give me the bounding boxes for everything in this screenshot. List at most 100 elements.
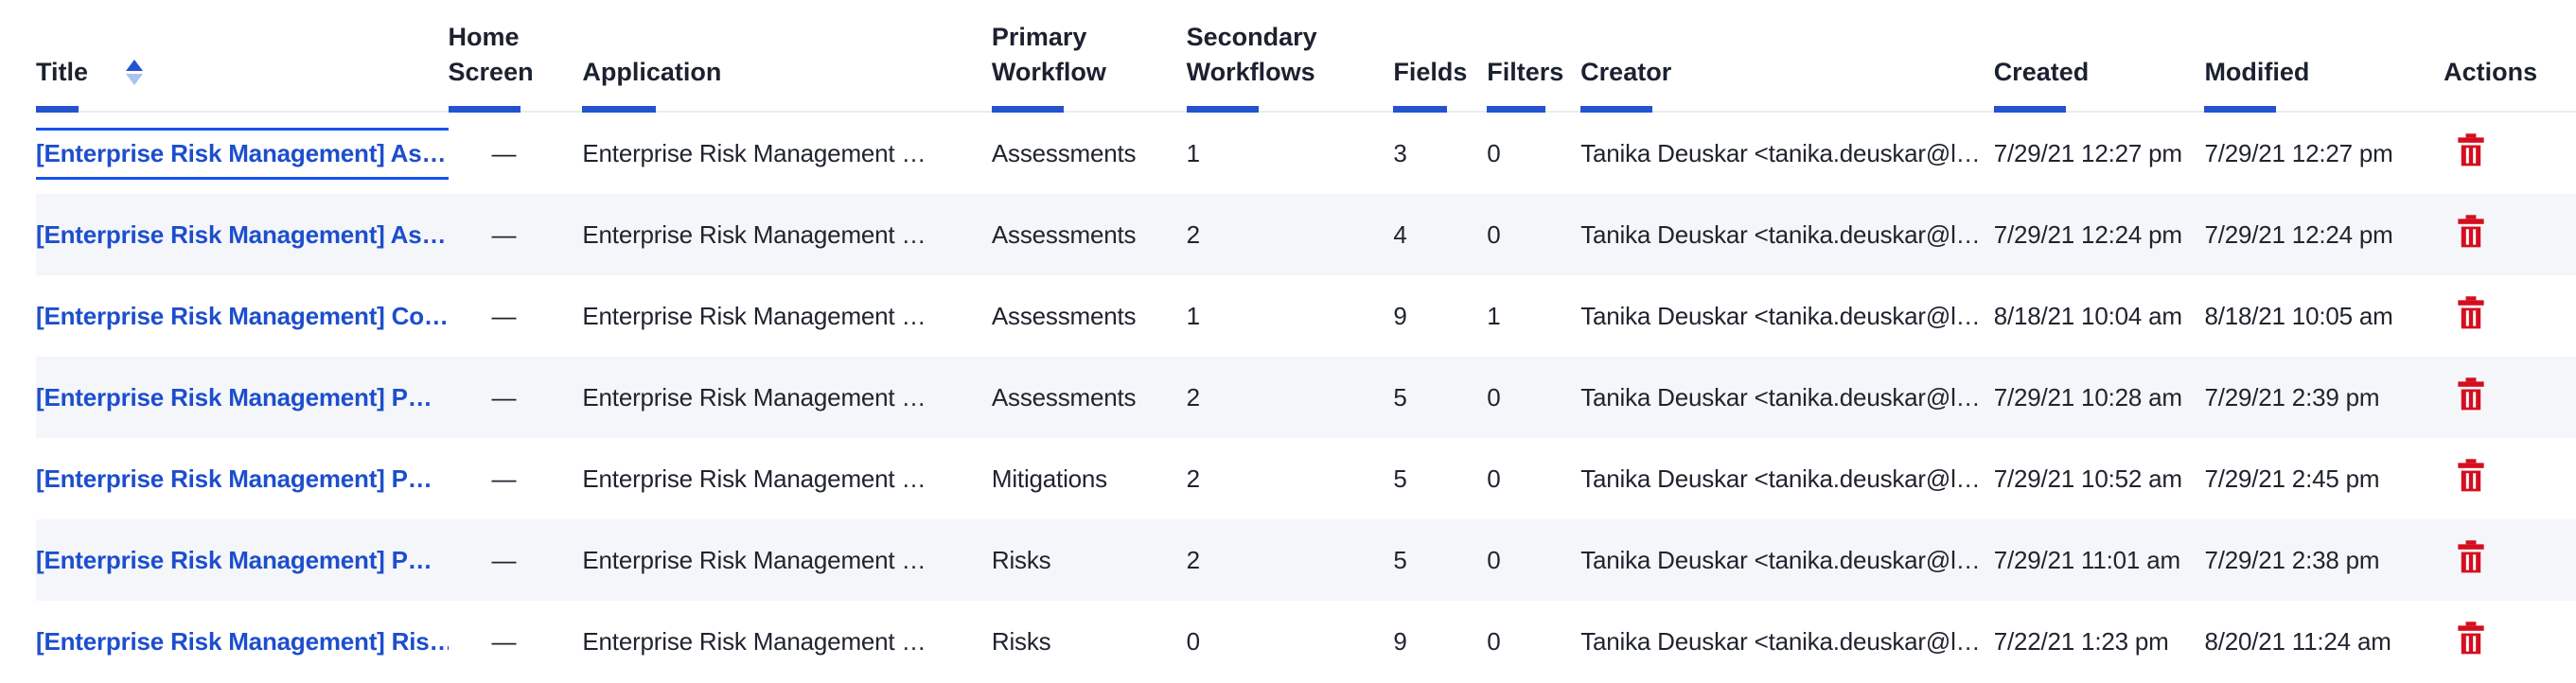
cell-filters: 0 <box>1487 545 1501 574</box>
cell-fields: 5 <box>1393 464 1407 493</box>
cell-secondary-workflows: 2 <box>1186 464 1200 493</box>
sort-ascending-arrow-icon <box>126 60 144 71</box>
cell-created: 8/18/21 10:04 am <box>1993 301 2182 330</box>
column-header-primary-workflow[interactable]: Primary Workflow <box>991 0 1187 113</box>
cell-actions <box>2444 621 2576 662</box>
table-header-row: Title Home Screen Application Primary Wo… <box>36 0 2576 113</box>
cell-filters: 0 <box>1487 219 1501 249</box>
cell-created: 7/29/21 10:52 am <box>1993 464 2182 493</box>
cell-home-screen: — <box>491 219 517 249</box>
cell-modified: 7/29/21 2:39 pm <box>2204 382 2380 412</box>
cell-filters: 0 <box>1487 464 1501 493</box>
cell-application: Enterprise Risk Management … <box>582 464 926 493</box>
cell-actions <box>2444 214 2576 255</box>
trash-icon <box>2458 458 2484 491</box>
cell-application: Enterprise Risk Management … <box>582 626 926 656</box>
cell-modified: 8/20/21 11:24 am <box>2204 626 2391 656</box>
cell-application: Enterprise Risk Management … <box>582 545 926 574</box>
cell-actions <box>2444 377 2576 418</box>
cell-modified: 8/18/21 10:05 am <box>2204 301 2393 330</box>
cell-secondary-workflows: 2 <box>1186 545 1200 574</box>
cell-creator: Tanika Deuskar <tanika.deuskar@l… <box>1580 545 1981 574</box>
column-label: Modified <box>2204 58 2310 86</box>
column-header-modified[interactable]: Modified <box>2204 0 2444 113</box>
column-label: Application <box>582 58 722 86</box>
cell-title: [Enterprise Risk Management] As… <box>36 127 449 180</box>
cell-primary-workflow: Assessments <box>991 219 1137 249</box>
column-underline <box>2204 106 2277 113</box>
report-title-link[interactable]: [Enterprise Risk Management] P… <box>36 545 432 574</box>
column-header-fields[interactable]: Fields <box>1393 0 1487 113</box>
cell-title: [Enterprise Risk Management] P… <box>36 383 449 412</box>
cell-modified: 7/29/21 2:45 pm <box>2204 464 2380 493</box>
column-underline <box>1993 106 2066 113</box>
column-label: Actions <box>2444 58 2538 86</box>
delete-report-button[interactable] <box>2457 132 2485 167</box>
cell-home-screen: — <box>491 545 517 574</box>
column-underline <box>36 106 79 113</box>
cell-modified: 7/29/21 2:38 pm <box>2204 545 2380 574</box>
cell-created: 7/29/21 12:27 pm <box>1993 138 2182 167</box>
cell-title: [Enterprise Risk Management] Ris… <box>36 627 449 657</box>
cell-primary-workflow: Assessments <box>991 382 1137 412</box>
cell-application: Enterprise Risk Management … <box>582 138 926 167</box>
cell-creator: Tanika Deuskar <tanika.deuskar@l… <box>1580 382 1981 412</box>
column-header-created[interactable]: Created <box>1993 0 2205 113</box>
cell-title: [Enterprise Risk Management] Co… <box>36 302 449 331</box>
table-row: [Enterprise Risk Management] Ris… — Ente… <box>36 601 2576 682</box>
table-row: [Enterprise Risk Management] Co… — Enter… <box>36 275 2576 357</box>
column-label: Primary Workflow <box>991 23 1106 86</box>
column-label: Creator <box>1580 58 1672 86</box>
report-title-link[interactable]: [Enterprise Risk Management] Co… <box>36 301 449 330</box>
delete-report-button[interactable] <box>2457 458 2485 493</box>
cell-creator: Tanika Deuskar <tanika.deuskar@l… <box>1580 219 1981 249</box>
report-title-link[interactable]: [Enterprise Risk Management] P… <box>36 382 432 412</box>
delete-report-button[interactable] <box>2457 214 2485 249</box>
cell-created: 7/22/21 1:23 pm <box>1993 626 2169 656</box>
cell-created: 7/29/21 12:24 pm <box>1993 219 2182 249</box>
delete-report-button[interactable] <box>2457 377 2485 412</box>
table-row: [Enterprise Risk Management] As… — Enter… <box>36 113 2576 194</box>
column-header-creator[interactable]: Creator <box>1580 0 1994 113</box>
cell-modified: 7/29/21 12:24 pm <box>2204 219 2393 249</box>
column-underline <box>1487 106 1546 113</box>
cell-fields: 4 <box>1393 219 1407 249</box>
cell-application: Enterprise Risk Management … <box>582 382 926 412</box>
cell-actions <box>2444 539 2576 581</box>
sort-descending-arrow-icon <box>126 74 144 85</box>
column-header-home-screen[interactable]: Home Screen <box>448 0 583 113</box>
column-header-secondary-workflows[interactable]: Secondary Workflows <box>1186 0 1394 113</box>
column-underline <box>448 106 520 113</box>
column-label: Fields <box>1393 58 1468 86</box>
delete-report-button[interactable] <box>2457 539 2485 574</box>
cell-application: Enterprise Risk Management … <box>582 301 926 330</box>
delete-report-button[interactable] <box>2457 621 2485 656</box>
cell-primary-workflow: Assessments <box>991 138 1137 167</box>
cell-filters: 1 <box>1487 301 1501 330</box>
cell-home-screen: — <box>491 382 517 412</box>
sort-icon <box>126 60 144 85</box>
cell-creator: Tanika Deuskar <tanika.deuskar@l… <box>1580 138 1981 167</box>
column-header-filters[interactable]: Filters <box>1487 0 1580 113</box>
cell-title: [Enterprise Risk Management] P… <box>36 464 449 494</box>
report-title-link[interactable]: [Enterprise Risk Management] P… <box>36 464 432 493</box>
column-underline <box>1186 106 1259 113</box>
cell-application: Enterprise Risk Management … <box>582 219 926 249</box>
cell-modified: 7/29/21 12:27 pm <box>2204 138 2393 167</box>
cell-primary-workflow: Risks <box>991 545 1051 574</box>
report-title-link[interactable]: [Enterprise Risk Management] Ris… <box>36 626 449 656</box>
column-header-title[interactable]: Title <box>36 0 449 113</box>
column-header-application[interactable]: Application <box>582 0 992 113</box>
cell-filters: 0 <box>1487 382 1501 412</box>
cell-primary-workflow: Assessments <box>991 301 1137 330</box>
cell-created: 7/29/21 11:01 am <box>1993 545 2180 574</box>
cell-filters: 0 <box>1487 626 1501 656</box>
delete-report-button[interactable] <box>2457 295 2485 330</box>
table-row: [Enterprise Risk Management] P… — Enterp… <box>36 519 2576 601</box>
report-title-link[interactable]: [Enterprise Risk Management] As… <box>36 219 447 249</box>
cell-created: 7/29/21 10:28 am <box>1993 382 2182 412</box>
table-body: [Enterprise Risk Management] As… — Enter… <box>36 113 2576 682</box>
column-label: Title <box>36 58 89 86</box>
cell-fields: 9 <box>1393 301 1407 330</box>
report-title-link[interactable]: [Enterprise Risk Management] As… <box>36 127 449 180</box>
